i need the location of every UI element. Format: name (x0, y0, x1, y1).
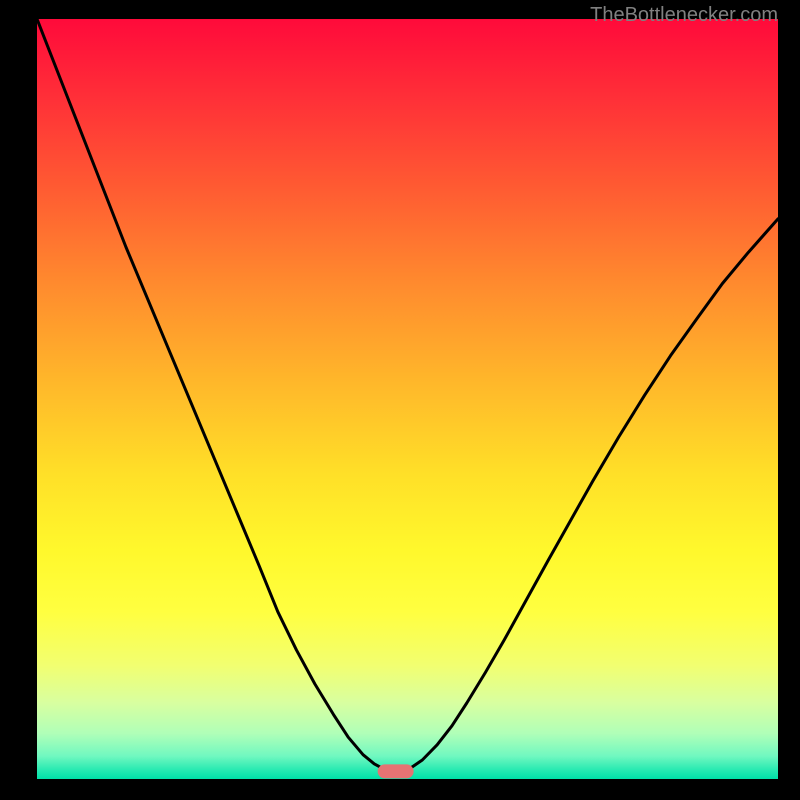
bottleneck-curve (37, 19, 778, 779)
watermark-text: TheBottlenecker.com (590, 4, 778, 27)
chart-frame: TheBottlenecker.com (0, 0, 800, 800)
optimal-marker (378, 764, 414, 778)
plot-area (37, 19, 778, 779)
